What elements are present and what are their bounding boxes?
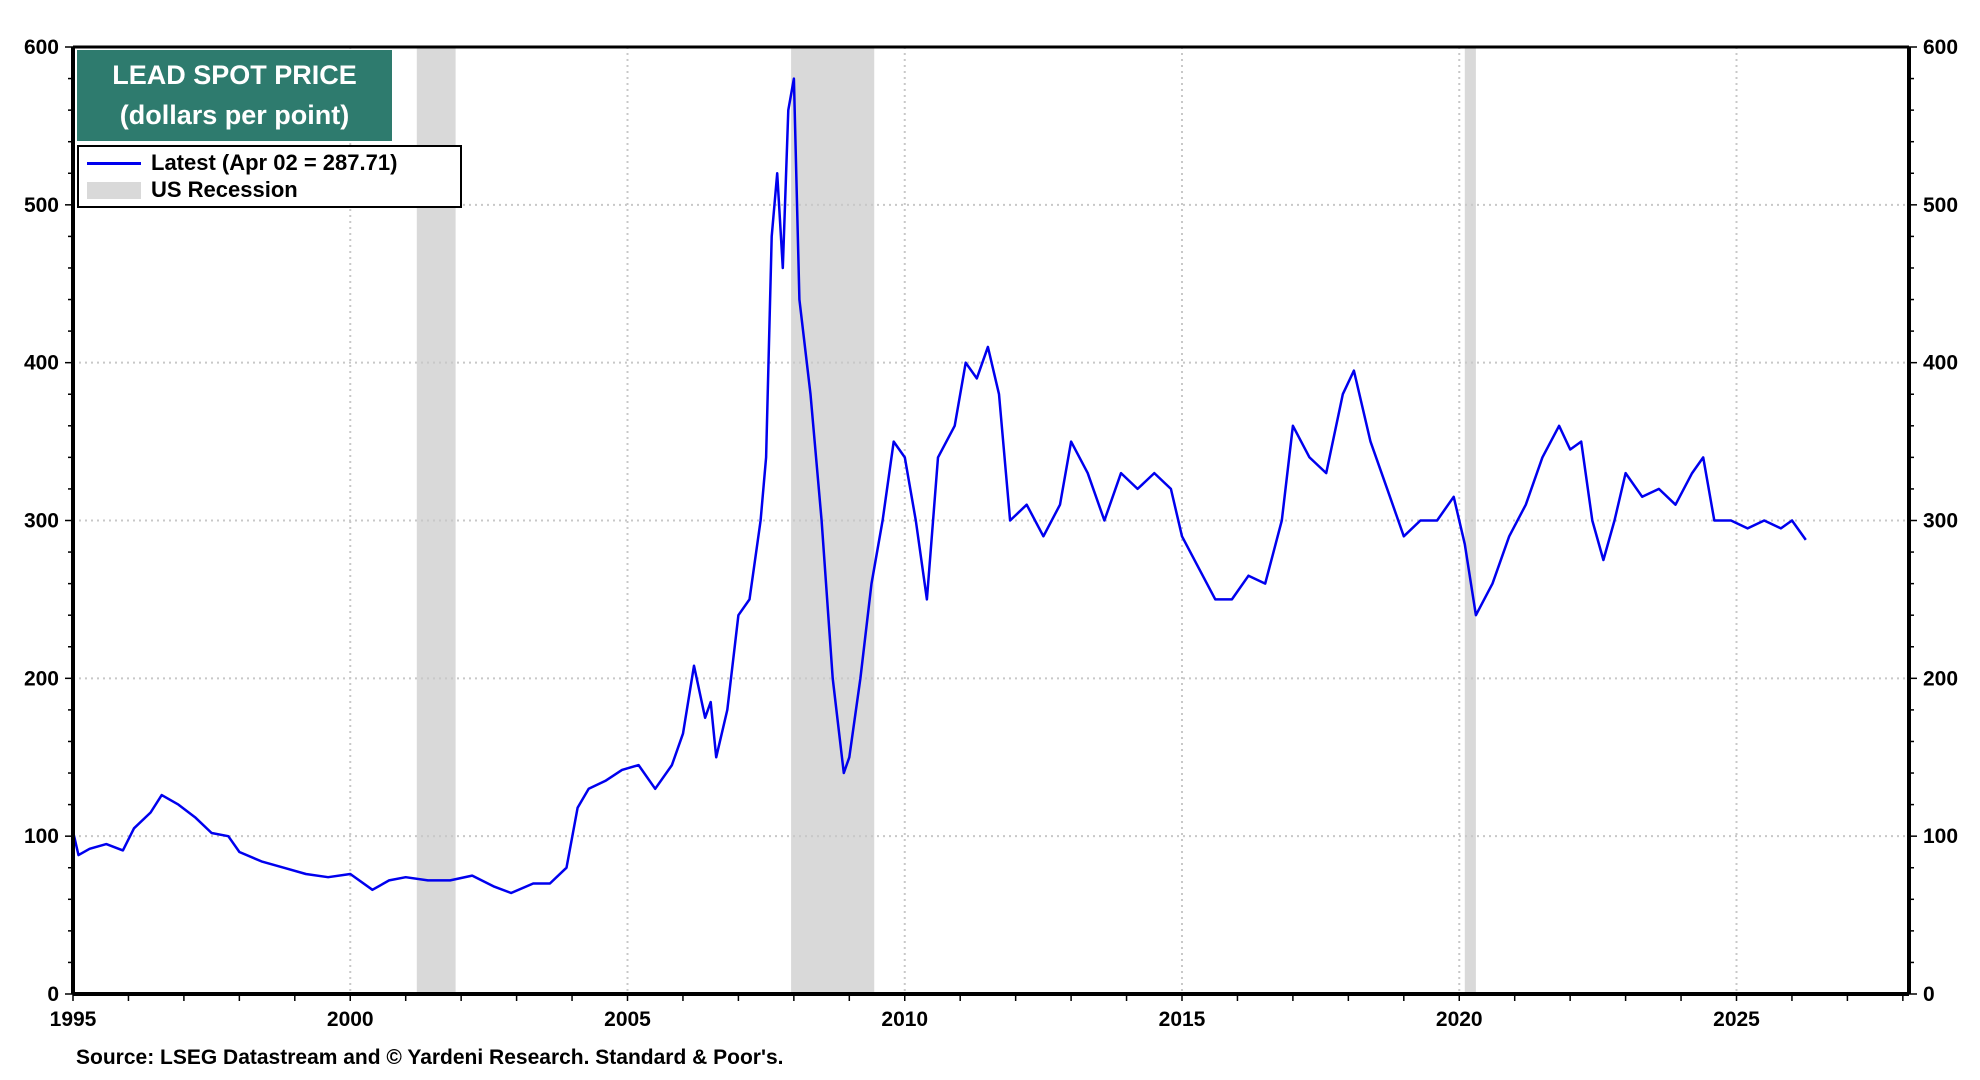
chart-title-line1: LEAD SPOT PRICE [112, 60, 357, 90]
y-axis-right: 0 100 200 300 400 500 600 [1909, 36, 1958, 1006]
legend-item-series: Latest (Apr 02 = 287.71) [87, 150, 397, 176]
y-tick-label-left: 600 [24, 36, 59, 59]
legend-recession-label: US Recession [151, 177, 298, 202]
x-axis: 1995 2000 2005 2010 2015 2020 2025 [50, 994, 1904, 1031]
y-tick-label-left: 400 [24, 352, 59, 375]
y-tick-label-left: 100 [24, 825, 59, 848]
y-tick-label-right: 500 [1923, 194, 1958, 217]
legend: Latest (Apr 02 = 287.71) US Recession [77, 145, 462, 208]
x-tick-label: 2005 [604, 1008, 651, 1031]
y-tick-label-left: 500 [24, 194, 59, 217]
recession-band [791, 47, 875, 994]
price-series-line [71, 77, 1807, 895]
x-tick-label: 2025 [1713, 1008, 1760, 1031]
x-tick-label: 2020 [1436, 1008, 1483, 1031]
chart-title: LEAD SPOT PRICE (dollars per point) [77, 50, 392, 141]
x-tick-label: 2010 [881, 1008, 928, 1031]
recession-swatch-icon [87, 181, 141, 199]
legend-series-label: Latest (Apr 02 = 287.71) [151, 150, 398, 175]
y-tick-label-right: 600 [1923, 36, 1958, 59]
chart-title-line2: (dollars per point) [119, 100, 350, 130]
y-tick-label-right: 0 [1923, 983, 1935, 1006]
y-tick-label-left: 0 [47, 983, 59, 1006]
x-tick-label: 2015 [1159, 1008, 1206, 1031]
y-tick-label-right: 200 [1923, 667, 1958, 690]
source-note: Source: LSEG Datastream and © Yardeni Re… [76, 1046, 784, 1069]
y-tick-label-right: 400 [1923, 352, 1958, 375]
y-tick-label-right: 300 [1923, 510, 1958, 533]
x-tick-label: 1995 [50, 1008, 97, 1031]
recession-bands [416, 47, 1476, 994]
legend-item-recession: US Recession [87, 177, 298, 203]
y-tick-label-left: 200 [24, 667, 59, 690]
recession-band [1464, 47, 1476, 994]
y-axis-left: 0 100 200 300 400 500 600 [24, 36, 73, 1006]
x-tick-label: 2000 [327, 1008, 374, 1031]
y-tick-label-left: 300 [24, 510, 59, 533]
price-line [71, 77, 1807, 895]
line-swatch-icon [87, 161, 141, 165]
y-tick-label-right: 100 [1923, 825, 1958, 848]
